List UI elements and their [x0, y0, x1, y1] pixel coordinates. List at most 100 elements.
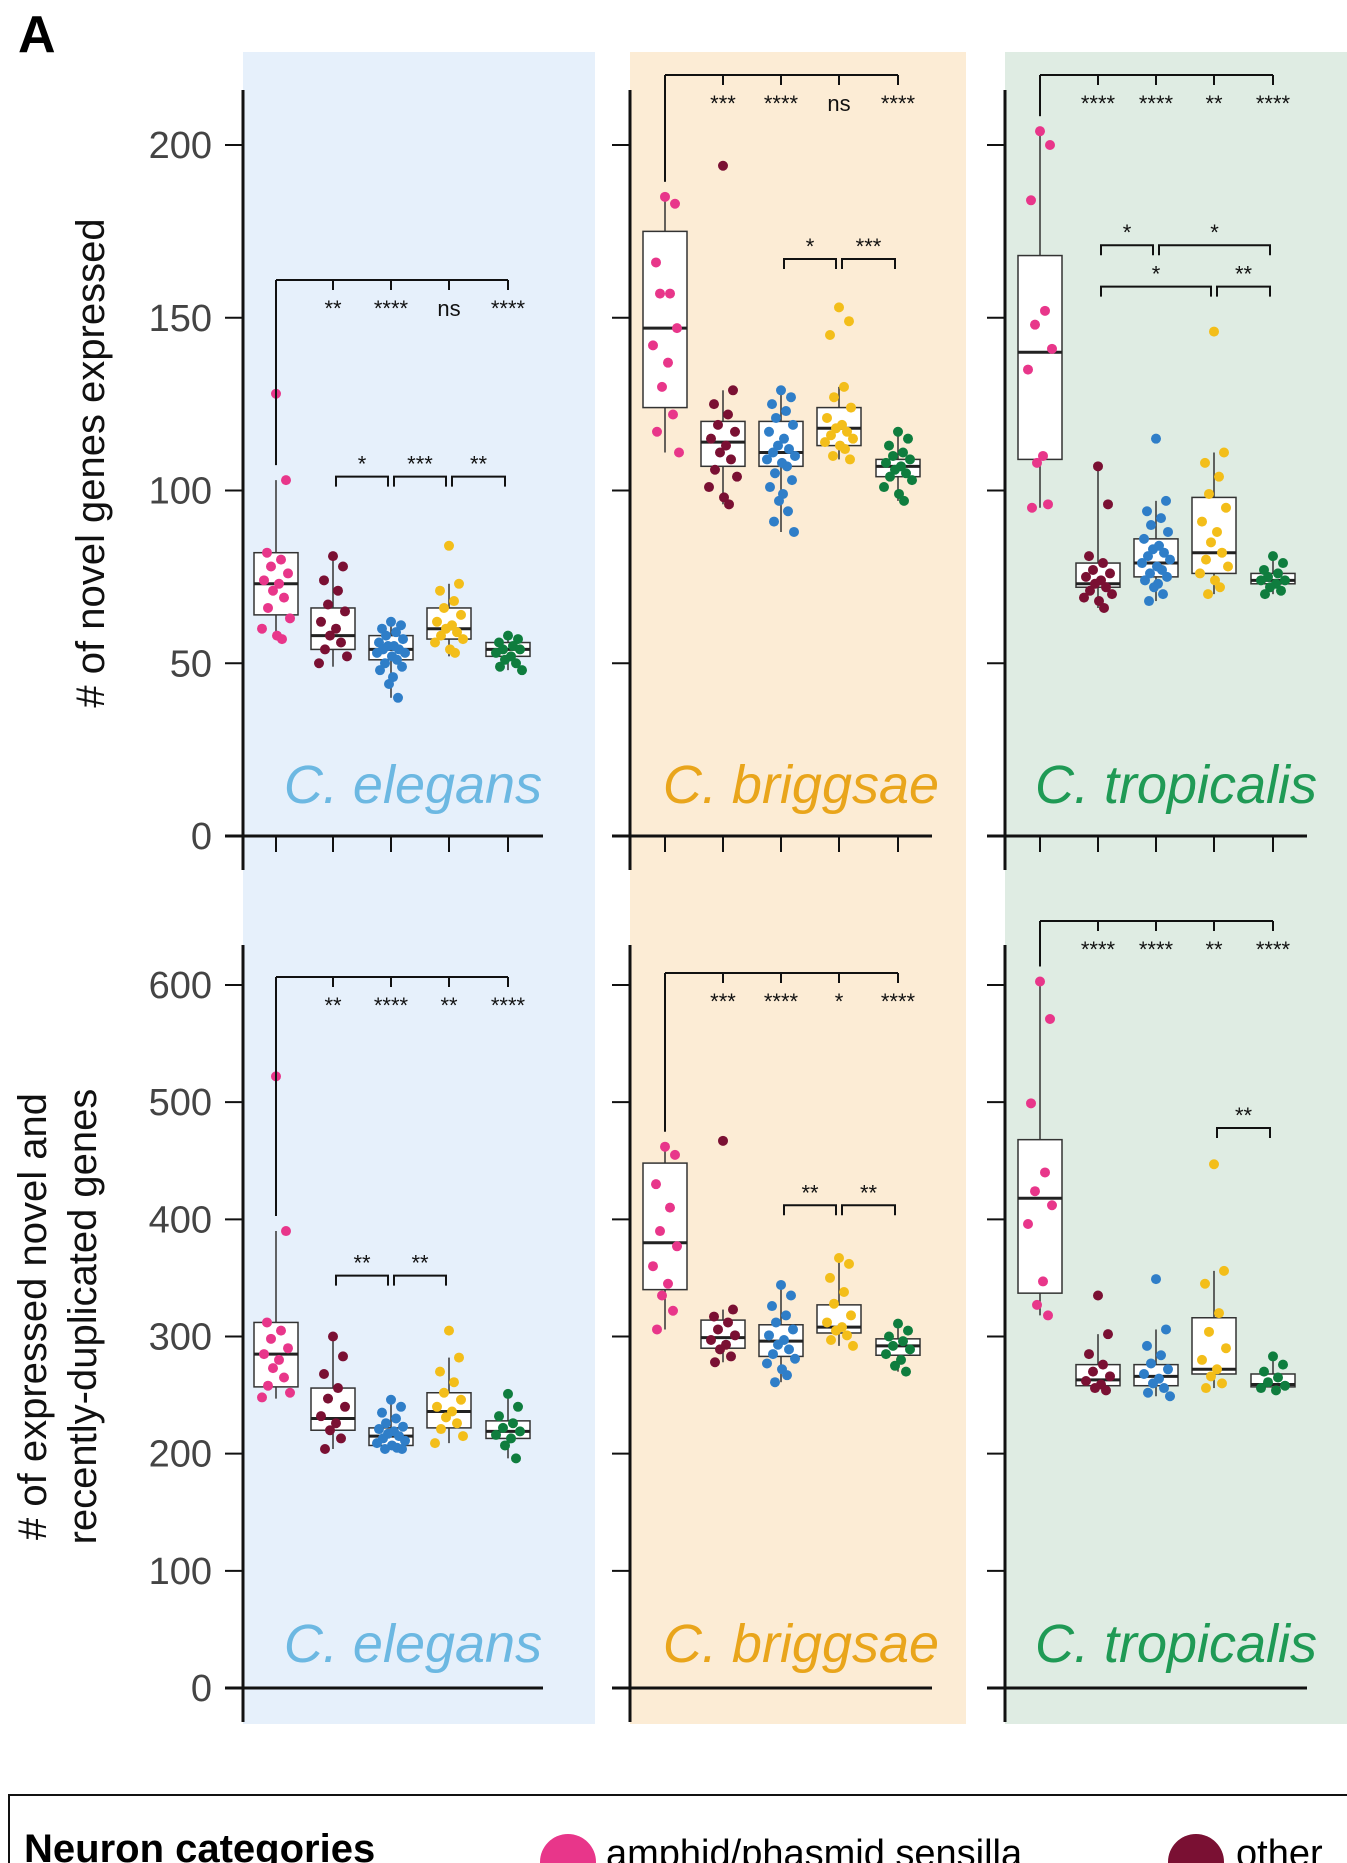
data-point: [1088, 1366, 1098, 1377]
data-point: [1148, 544, 1158, 555]
data-point: [1038, 450, 1048, 461]
data-point: [444, 540, 454, 551]
data-point: [822, 1317, 832, 1328]
data-point: [1223, 561, 1233, 572]
data-point: [1221, 502, 1231, 513]
data-point: [432, 616, 442, 627]
data-point: [1163, 1364, 1173, 1375]
y-tick-label: 300: [149, 1317, 212, 1359]
panel-0-1: *** **** ns ***** ***C. briggsae: [612, 74, 939, 870]
data-point: [762, 454, 772, 465]
data-point: [1197, 516, 1207, 527]
data-point: [500, 654, 510, 665]
data-point: [444, 1325, 454, 1336]
data-point: [1099, 602, 1109, 613]
data-point: [331, 623, 341, 634]
y-tick-label: 0: [191, 1668, 212, 1710]
data-point: [266, 561, 276, 572]
data-point: [1027, 502, 1037, 513]
data-point: [728, 1304, 738, 1315]
data-point: [828, 450, 838, 461]
data-point: [840, 444, 850, 455]
data-point: [726, 454, 736, 465]
data-point: [1210, 575, 1220, 586]
data-point: [1103, 1329, 1113, 1340]
data-point: [1090, 578, 1100, 589]
data-point: [898, 1336, 908, 1347]
data-point: [888, 450, 898, 461]
significance-label: *: [835, 989, 844, 1014]
data-point: [268, 1363, 278, 1374]
data-point: [663, 1278, 673, 1289]
data-point: [392, 654, 402, 665]
data-point: [1280, 1380, 1290, 1391]
data-point: [1047, 343, 1057, 354]
data-point: [1023, 1219, 1033, 1230]
pairwise-bracket: [393, 475, 447, 487]
data-point: [1206, 1371, 1216, 1382]
legend-swatch-other: [1168, 1834, 1224, 1863]
pairwise-bracket: [1100, 285, 1212, 297]
species-label: C. tropicalis: [1035, 755, 1317, 815]
data-point: [1206, 537, 1216, 548]
data-point: [672, 323, 682, 334]
data-point: [789, 526, 799, 537]
data-point: [386, 616, 396, 627]
data-point: [281, 1226, 291, 1237]
data-point: [325, 630, 335, 641]
data-point: [884, 1331, 894, 1342]
data-point: [458, 1431, 468, 1442]
data-point: [274, 578, 284, 589]
data-point: [881, 1349, 891, 1360]
data-point: [1084, 551, 1094, 562]
data-point: [1084, 1349, 1094, 1360]
data-point: [844, 316, 854, 327]
pairwise-bracket: [335, 1274, 389, 1286]
data-point: [1200, 457, 1210, 468]
data-point: [657, 381, 667, 392]
data-point: [903, 433, 913, 444]
significance-label: ****: [1256, 91, 1291, 116]
data-point: [831, 423, 841, 434]
data-point: [1214, 1308, 1224, 1319]
data-point: [723, 409, 733, 420]
box-iqr: [642, 1162, 688, 1291]
data-point: [831, 1325, 841, 1336]
data-point: [790, 1353, 800, 1364]
data-point: [1103, 499, 1113, 510]
data-point: [1280, 575, 1290, 586]
data-point: [848, 433, 858, 444]
significance-label: ****: [1139, 91, 1174, 116]
data-point: [726, 1351, 736, 1362]
data-point: [905, 454, 915, 465]
data-point: [1030, 1186, 1040, 1197]
data-point: [1268, 551, 1278, 562]
pairwise-label: *: [358, 452, 367, 477]
y-tick-label: 100: [149, 471, 212, 513]
data-point: [320, 1443, 330, 1454]
data-point: [1219, 447, 1229, 458]
data-point: [1090, 1383, 1100, 1394]
data-point: [262, 1317, 272, 1328]
data-point: [432, 1401, 442, 1412]
data-point: [1276, 585, 1286, 596]
significance-label: ****: [1139, 937, 1174, 962]
pairwise-label: **: [353, 1251, 371, 1276]
data-point: [783, 506, 793, 517]
pairwise-bracket: [1216, 285, 1271, 297]
data-point: [665, 1202, 675, 1213]
data-point: [276, 1325, 286, 1336]
data-point: [276, 554, 286, 565]
data-point: [316, 1411, 326, 1422]
data-point: [391, 627, 401, 638]
data-point: [1026, 1098, 1036, 1109]
data-point: [319, 575, 329, 586]
data-point: [1040, 305, 1050, 316]
data-point: [1145, 568, 1155, 579]
significance-label: ***: [710, 989, 736, 1014]
significance-label: ****: [1081, 91, 1116, 116]
data-point: [323, 599, 333, 610]
data-point: [1094, 596, 1104, 607]
data-point: [456, 609, 466, 620]
data-point: [1273, 1372, 1283, 1383]
